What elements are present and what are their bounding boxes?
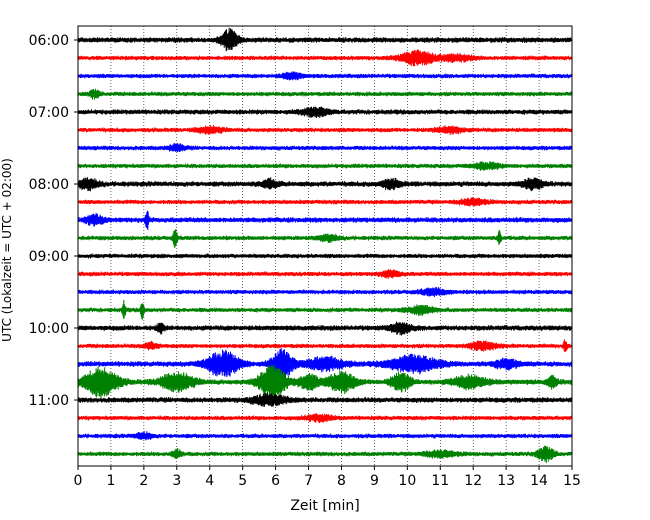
seismic-trace <box>77 210 573 230</box>
seismic-trace <box>77 253 573 259</box>
y-tick-label: 06:00 <box>29 33 69 49</box>
seismic-trace <box>77 445 573 464</box>
seismic-trace <box>77 229 573 249</box>
seismic-trace <box>77 269 573 279</box>
seismic-trace <box>77 412 573 424</box>
seismic-trace <box>77 299 573 320</box>
x-tick-label: 4 <box>205 473 214 489</box>
seismic-trace <box>77 177 573 192</box>
y-axis: 06:00 07:00 08:00 09:00 10:00 11:00 <box>29 33 78 409</box>
seismic-trace <box>77 49 573 67</box>
x-tick-label: 0 <box>74 473 83 489</box>
x-tick-label: 3 <box>172 473 181 489</box>
x-tick-label: 2 <box>139 473 148 489</box>
seismic-trace <box>77 365 573 401</box>
seismic-trace <box>77 125 573 135</box>
x-tick-label: 14 <box>530 473 548 489</box>
x-tick-label: 13 <box>497 473 515 489</box>
seismic-trace <box>77 197 573 207</box>
y-tick-label: 10:00 <box>29 321 69 337</box>
y-tick-label: 07:00 <box>29 105 69 121</box>
y-tick-label: 09:00 <box>29 249 69 265</box>
seismic-trace <box>77 88 573 100</box>
seismic-trace <box>77 143 573 153</box>
x-tick-label: 9 <box>370 473 379 489</box>
y-axis-label: UTC (Lokalzeit = UTC + 02:00) <box>0 158 14 342</box>
seismic-trace <box>77 321 573 336</box>
seismic-trace <box>77 431 573 441</box>
x-tick-label: 5 <box>238 473 247 489</box>
seismic-trace <box>77 71 573 81</box>
y-tick-label: 11:00 <box>29 393 69 409</box>
x-axis: 0 1 2 3 4 5 6 7 8 9 10 11 12 13 14 15 <box>74 466 581 489</box>
x-tick-label: 8 <box>337 473 346 489</box>
x-tick-label: 7 <box>304 473 313 489</box>
x-tick-label: 1 <box>106 473 115 489</box>
seismic-trace <box>77 287 573 297</box>
trace-group <box>77 27 573 464</box>
plot-frame <box>77 25 573 467</box>
seismic-trace <box>77 27 573 52</box>
seismic-trace <box>77 392 573 407</box>
x-tick-label: 15 <box>563 473 581 489</box>
x-tick-label: 11 <box>431 473 449 489</box>
x-axis-label: Zeit [min] <box>290 498 359 514</box>
seismic-trace <box>77 106 573 119</box>
x-tick-label: 10 <box>398 473 416 489</box>
x-tick-label: 6 <box>271 473 280 489</box>
seismic-trace <box>77 160 573 171</box>
seismic-trace <box>77 339 573 353</box>
seismic-trace <box>77 348 573 382</box>
y-tick-label: 08:00 <box>29 177 69 193</box>
x-tick-label: 12 <box>464 473 482 489</box>
